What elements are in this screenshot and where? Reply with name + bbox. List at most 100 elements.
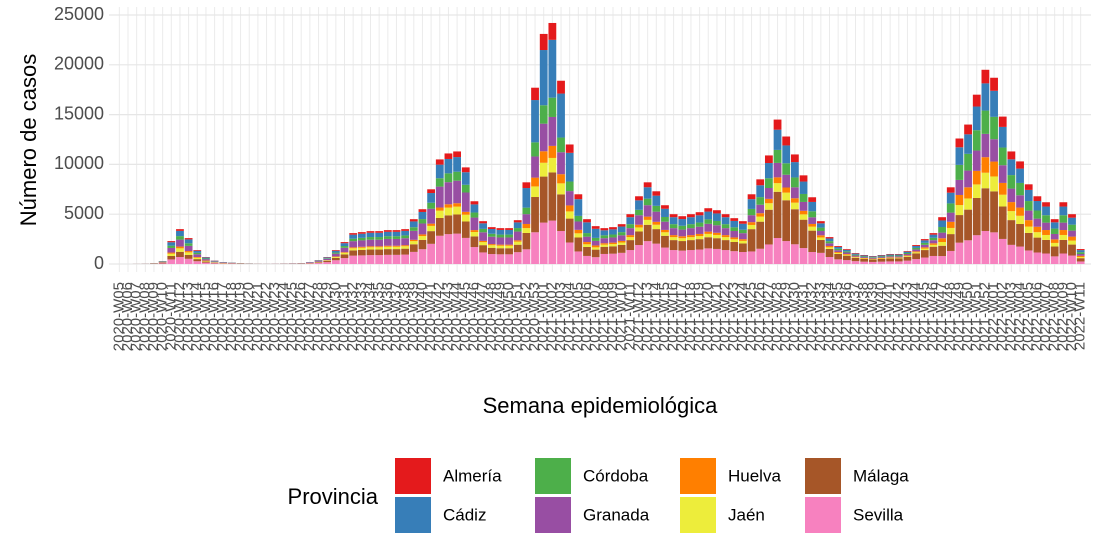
bar-segment (427, 193, 435, 203)
bar-segment (618, 253, 626, 264)
bar-segment (462, 212, 470, 215)
bar-segment (1042, 254, 1050, 264)
bar-segment (817, 240, 825, 253)
bar-segment (315, 262, 323, 263)
y-tick-label: 15000 (54, 103, 104, 123)
bar-segment (722, 228, 730, 235)
bar-segment (1042, 235, 1050, 240)
bar-segment (185, 255, 193, 259)
bar-segment (341, 258, 349, 264)
bar-segment (1068, 231, 1076, 237)
bar-segment (730, 227, 738, 231)
bar-segment (479, 221, 487, 223)
bar-segment (817, 235, 825, 237)
bar-segment (436, 236, 444, 264)
bar-segment (540, 124, 548, 152)
bar-segment (202, 259, 210, 260)
bar-segment (349, 239, 357, 241)
bar-segment (557, 152, 565, 174)
bar-segment (358, 240, 366, 246)
bar-segment (661, 222, 669, 230)
bar-segment (600, 247, 608, 254)
bar-segment (791, 203, 799, 210)
bar-segment (159, 262, 167, 263)
bar-segment (1033, 201, 1041, 210)
bar-segment (921, 247, 929, 248)
bar-segment (938, 246, 946, 256)
bar-segment (462, 172, 470, 185)
bar-segment (471, 230, 479, 232)
bar-segment (782, 137, 790, 146)
bar-segment (1033, 232, 1041, 237)
bar-segment (990, 78, 998, 91)
bar-segment (410, 227, 418, 231)
bar-segment (938, 238, 946, 242)
bar-segment (791, 162, 799, 177)
bar-segment (471, 232, 479, 236)
bar-segment (999, 165, 1007, 183)
bar-segment (982, 231, 990, 264)
bar-segment (678, 236, 686, 238)
bar-segment (609, 246, 617, 253)
bar-segment (678, 238, 686, 241)
bar-segment (834, 250, 842, 252)
bar-segment (756, 197, 764, 205)
x-tick-label: 2022-W11 (1072, 282, 1089, 350)
bar-segment (185, 238, 193, 239)
bar-segment (193, 258, 201, 259)
bar-segment (600, 245, 608, 247)
bar-segment (739, 243, 747, 252)
bar-segment (739, 239, 747, 241)
bar-segment (401, 231, 409, 236)
bar-segment (341, 243, 349, 246)
bar-segment (566, 211, 574, 218)
bar-segment (687, 217, 695, 224)
bar-segment (661, 248, 669, 264)
bar-segment (1042, 230, 1050, 235)
bar-segment (488, 229, 496, 234)
bar-segment (393, 236, 401, 239)
bar-segment (531, 142, 539, 156)
bar-segment (626, 240, 634, 250)
bar-segment (393, 246, 401, 247)
bar-segment (1042, 207, 1050, 216)
bar-segment (704, 219, 712, 223)
bar-segment (973, 235, 981, 264)
bar-segment (930, 256, 938, 264)
bar-segment (488, 244, 496, 245)
bar-segment (687, 250, 695, 264)
bar-segment (367, 237, 375, 240)
bar-segment (834, 252, 842, 253)
bar-segment (1025, 201, 1033, 211)
bar-segment (904, 252, 912, 253)
bar-segment (367, 255, 375, 264)
bar-segment (1033, 227, 1041, 232)
bar-segment (817, 253, 825, 264)
bar-segment (176, 248, 184, 251)
bar-segment (592, 247, 600, 249)
bar-segment (384, 239, 392, 246)
bar-segment (497, 237, 505, 244)
bar-segment (860, 262, 868, 264)
bar-segment (462, 221, 470, 237)
bar-segment (445, 173, 453, 182)
bar-segment (410, 231, 418, 240)
bar-segment (704, 224, 712, 232)
bar-segment (393, 230, 401, 232)
bar-segment (782, 145, 790, 163)
bar-segment (626, 224, 634, 228)
bar-segment (202, 263, 210, 264)
bar-segment (696, 239, 704, 249)
bar-segment (384, 246, 392, 247)
bar-segment (609, 237, 617, 242)
bar-segment (531, 197, 539, 232)
bar-segment (1077, 258, 1085, 261)
bar-segment (730, 242, 738, 251)
bar-segment (730, 218, 738, 221)
bar-segment (514, 222, 522, 228)
bar-segment (678, 226, 686, 230)
bar-segment (401, 245, 409, 246)
legend-label: Sevilla (853, 505, 904, 524)
bar-segment (756, 185, 764, 197)
bar-segment (1059, 207, 1067, 216)
